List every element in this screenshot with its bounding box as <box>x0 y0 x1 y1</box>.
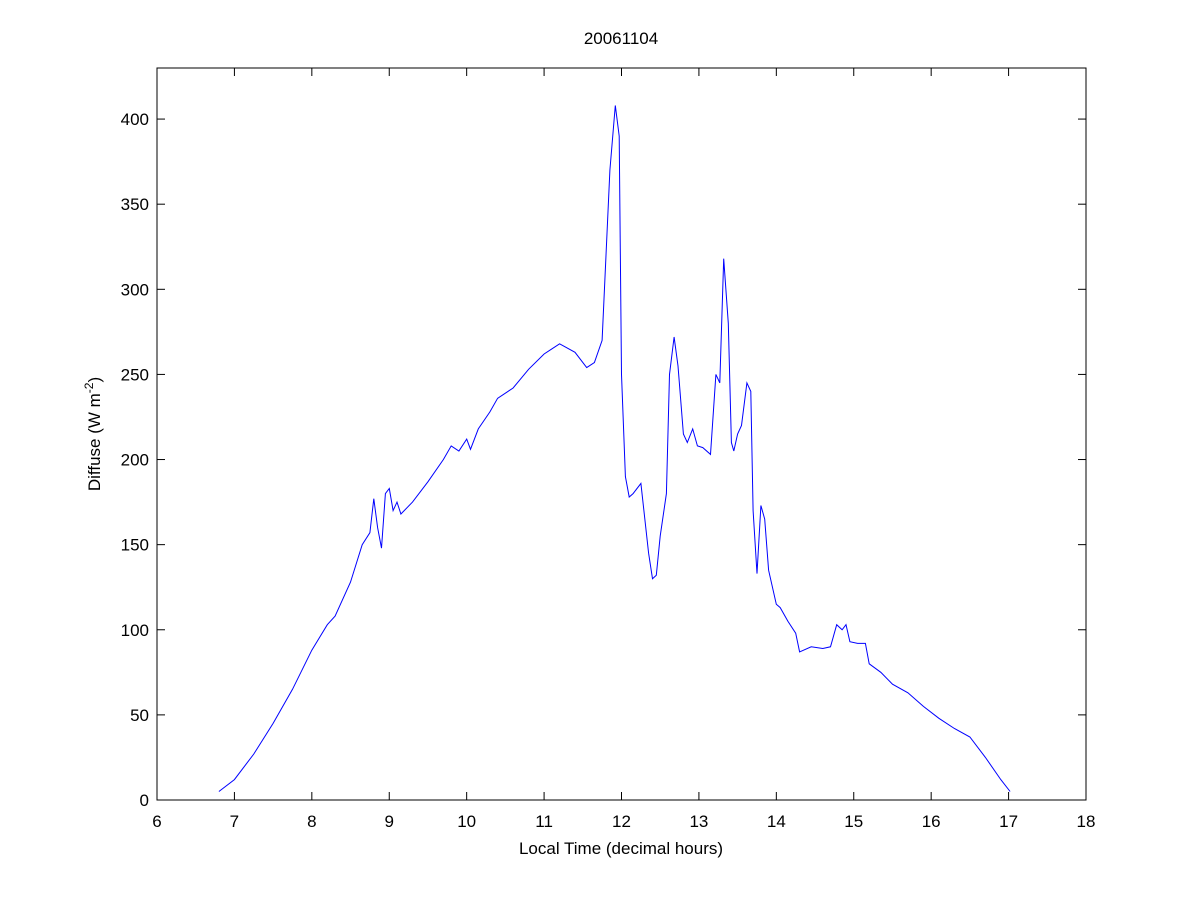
x-tick-label: 9 <box>385 812 394 831</box>
x-tick-label: 12 <box>612 812 631 831</box>
y-tick-label: 400 <box>121 110 149 129</box>
y-tick-label: 350 <box>121 195 149 214</box>
plot-frame <box>156 67 1087 801</box>
x-tick-label: 14 <box>767 812 786 831</box>
y-axis-label: Diffuse (W m-2) <box>82 377 104 491</box>
x-tick-label: 16 <box>922 812 941 831</box>
y-axis-label-text: Diffuse (W m <box>85 393 104 491</box>
chart-title: 20061104 <box>584 29 658 48</box>
y-tick-label: 150 <box>121 536 149 555</box>
x-tick-label: 6 <box>152 812 161 831</box>
y-axis-label-sup: -2 <box>82 382 96 393</box>
y-tick-label: 50 <box>130 706 149 725</box>
x-tick-label: 17 <box>999 812 1018 831</box>
x-tick-label: 18 <box>1077 812 1096 831</box>
y-tick-label: 0 <box>140 791 149 810</box>
y-tick-label: 300 <box>121 280 149 299</box>
y-tick-label: 200 <box>121 451 149 470</box>
data-line <box>218 105 1011 792</box>
x-tick-label: 11 <box>535 812 553 831</box>
y-tick-label: 250 <box>121 365 149 384</box>
x-tick-label: 15 <box>844 812 863 831</box>
x-tick-label: 7 <box>230 812 239 831</box>
y-tick-label: 100 <box>121 621 149 640</box>
x-tick-label: 8 <box>307 812 316 831</box>
x-tick-label: 10 <box>457 812 476 831</box>
x-tick-label: 13 <box>689 812 708 831</box>
y-axis-label-end: ) <box>85 377 104 383</box>
x-axis-label: Local Time (decimal hours) <box>519 839 723 858</box>
